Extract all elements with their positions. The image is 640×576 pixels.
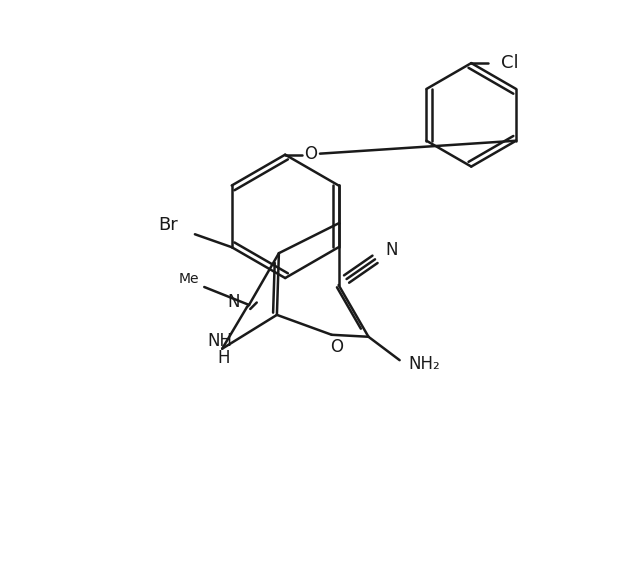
Text: NH: NH (207, 332, 233, 350)
Text: H: H (217, 348, 229, 367)
Text: Me: Me (179, 272, 200, 286)
Text: NH₂: NH₂ (408, 355, 440, 373)
Text: Br: Br (158, 217, 178, 234)
Text: Cl: Cl (501, 54, 519, 72)
Text: O: O (330, 338, 343, 356)
Text: O: O (305, 145, 317, 162)
Text: N: N (386, 241, 398, 259)
Text: N: N (228, 293, 241, 311)
